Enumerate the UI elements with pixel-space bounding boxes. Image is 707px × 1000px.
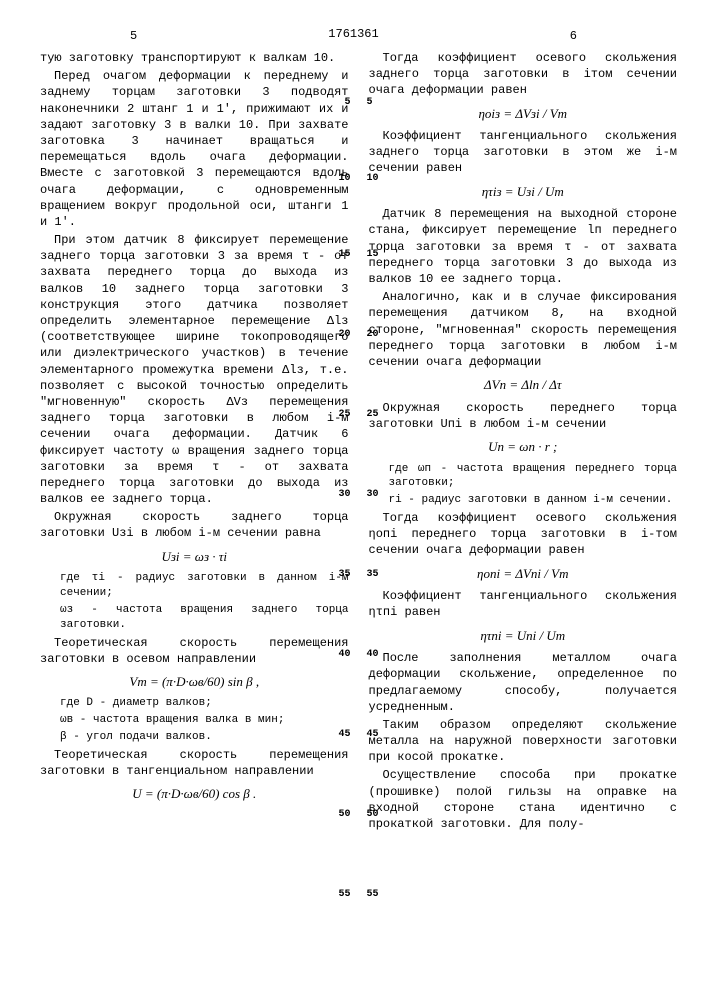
para: Окружная скорость переднего торца загото… <box>369 400 678 432</box>
para: Датчик 8 перемещения на выходной стороне… <box>369 206 678 287</box>
formula: ΔVп = Δlп / Δτ <box>369 376 678 394</box>
line-number: 20 <box>367 328 379 342</box>
para: Теоретическая скорость перемещения загот… <box>40 747 349 779</box>
para: Осуществление способа при прокатке (прош… <box>369 767 678 832</box>
line-number: 50 <box>338 808 350 822</box>
line-number: 40 <box>338 648 350 662</box>
line-number: 15 <box>367 248 379 262</box>
two-column-layout: тую заготовку транспортируют к валкам 10… <box>40 50 677 834</box>
where-clause: где ωп - частота вращения переднего торц… <box>389 462 678 492</box>
line-number: 55 <box>367 888 379 902</box>
line-number: 35 <box>338 568 350 582</box>
line-number: 35 <box>367 568 379 582</box>
line-number: 10 <box>338 172 350 186</box>
formula: Vт = (π·D·ωв/60) sin β , <box>40 673 349 691</box>
para: Теоретическая скорость перемещения загот… <box>40 635 349 667</box>
where-clause: ωв - частота вращения валка в мин; <box>60 713 349 728</box>
formula: ητiз = Uзi / Uт <box>369 183 678 201</box>
para: Аналогично, как и в случае фиксирования … <box>369 289 678 370</box>
line-number: 15 <box>338 248 350 262</box>
patent-number: 1761361 <box>328 26 378 42</box>
page-number-right: 6 <box>570 28 577 44</box>
line-number: 45 <box>367 728 379 742</box>
where-clause: где τi - радиус заготовки в данном i-м с… <box>60 571 349 601</box>
formula: ηoпi = ΔVпi / Vт <box>369 565 678 583</box>
para: При этом датчик 8 фиксирует перемещение … <box>40 232 349 507</box>
line-number: 10 <box>367 172 379 186</box>
line-number: 5 <box>367 96 373 110</box>
line-number: 5 <box>344 96 350 110</box>
line-number: 40 <box>367 648 379 662</box>
line-number: 30 <box>367 488 379 502</box>
page: 5 1761361 6 тую заготовку транспортируют… <box>0 0 707 1000</box>
line-number: 55 <box>338 888 350 902</box>
where-clause: ri - радиус заготовки в данном i-м сечен… <box>389 493 678 508</box>
formula: ηoiз = ΔVзi / Vт <box>369 105 678 123</box>
para: Коэффициент тангенциального скольжения η… <box>369 588 678 620</box>
line-number: 45 <box>338 728 350 742</box>
right-column: Тогда коэффициент осевого скольжения зад… <box>369 50 678 834</box>
para: Таким образом определяют скольжение мета… <box>369 717 678 766</box>
formula: Uзi = ωз · τi <box>40 548 349 566</box>
para: Тогда коэффициент осевого скольжения ηoп… <box>369 510 678 559</box>
para: Окружная скорость заднего торца заготовк… <box>40 509 349 541</box>
where-clause: β - угол подачи валков. <box>60 730 349 745</box>
formula: ητпi = Uпi / Uт <box>369 627 678 645</box>
formula: U = (π·D·ωв/60) cos β . <box>40 785 349 803</box>
line-number: 20 <box>338 328 350 342</box>
line-number: 30 <box>338 488 350 502</box>
line-number: 25 <box>367 408 379 422</box>
para: После заполнения металлом очага деформац… <box>369 650 678 715</box>
para: Тогда коэффициент осевого скольжения зад… <box>369 50 678 99</box>
para: Перед очагом деформации к переднему и за… <box>40 68 349 230</box>
line-number: 25 <box>338 408 350 422</box>
para: Коэффициент тангенциального скольжения з… <box>369 128 678 177</box>
page-number-left: 5 <box>130 28 137 44</box>
line-number: 50 <box>367 808 379 822</box>
where-clause: где D - диаметр валков; <box>60 696 349 711</box>
para: тую заготовку транспортируют к валкам 10… <box>40 50 349 66</box>
formula: Uп = ωп · r ; <box>369 438 678 456</box>
left-column: тую заготовку транспортируют к валкам 10… <box>40 50 349 834</box>
where-clause: ωз - частота вращения заднего торца заго… <box>60 603 349 633</box>
